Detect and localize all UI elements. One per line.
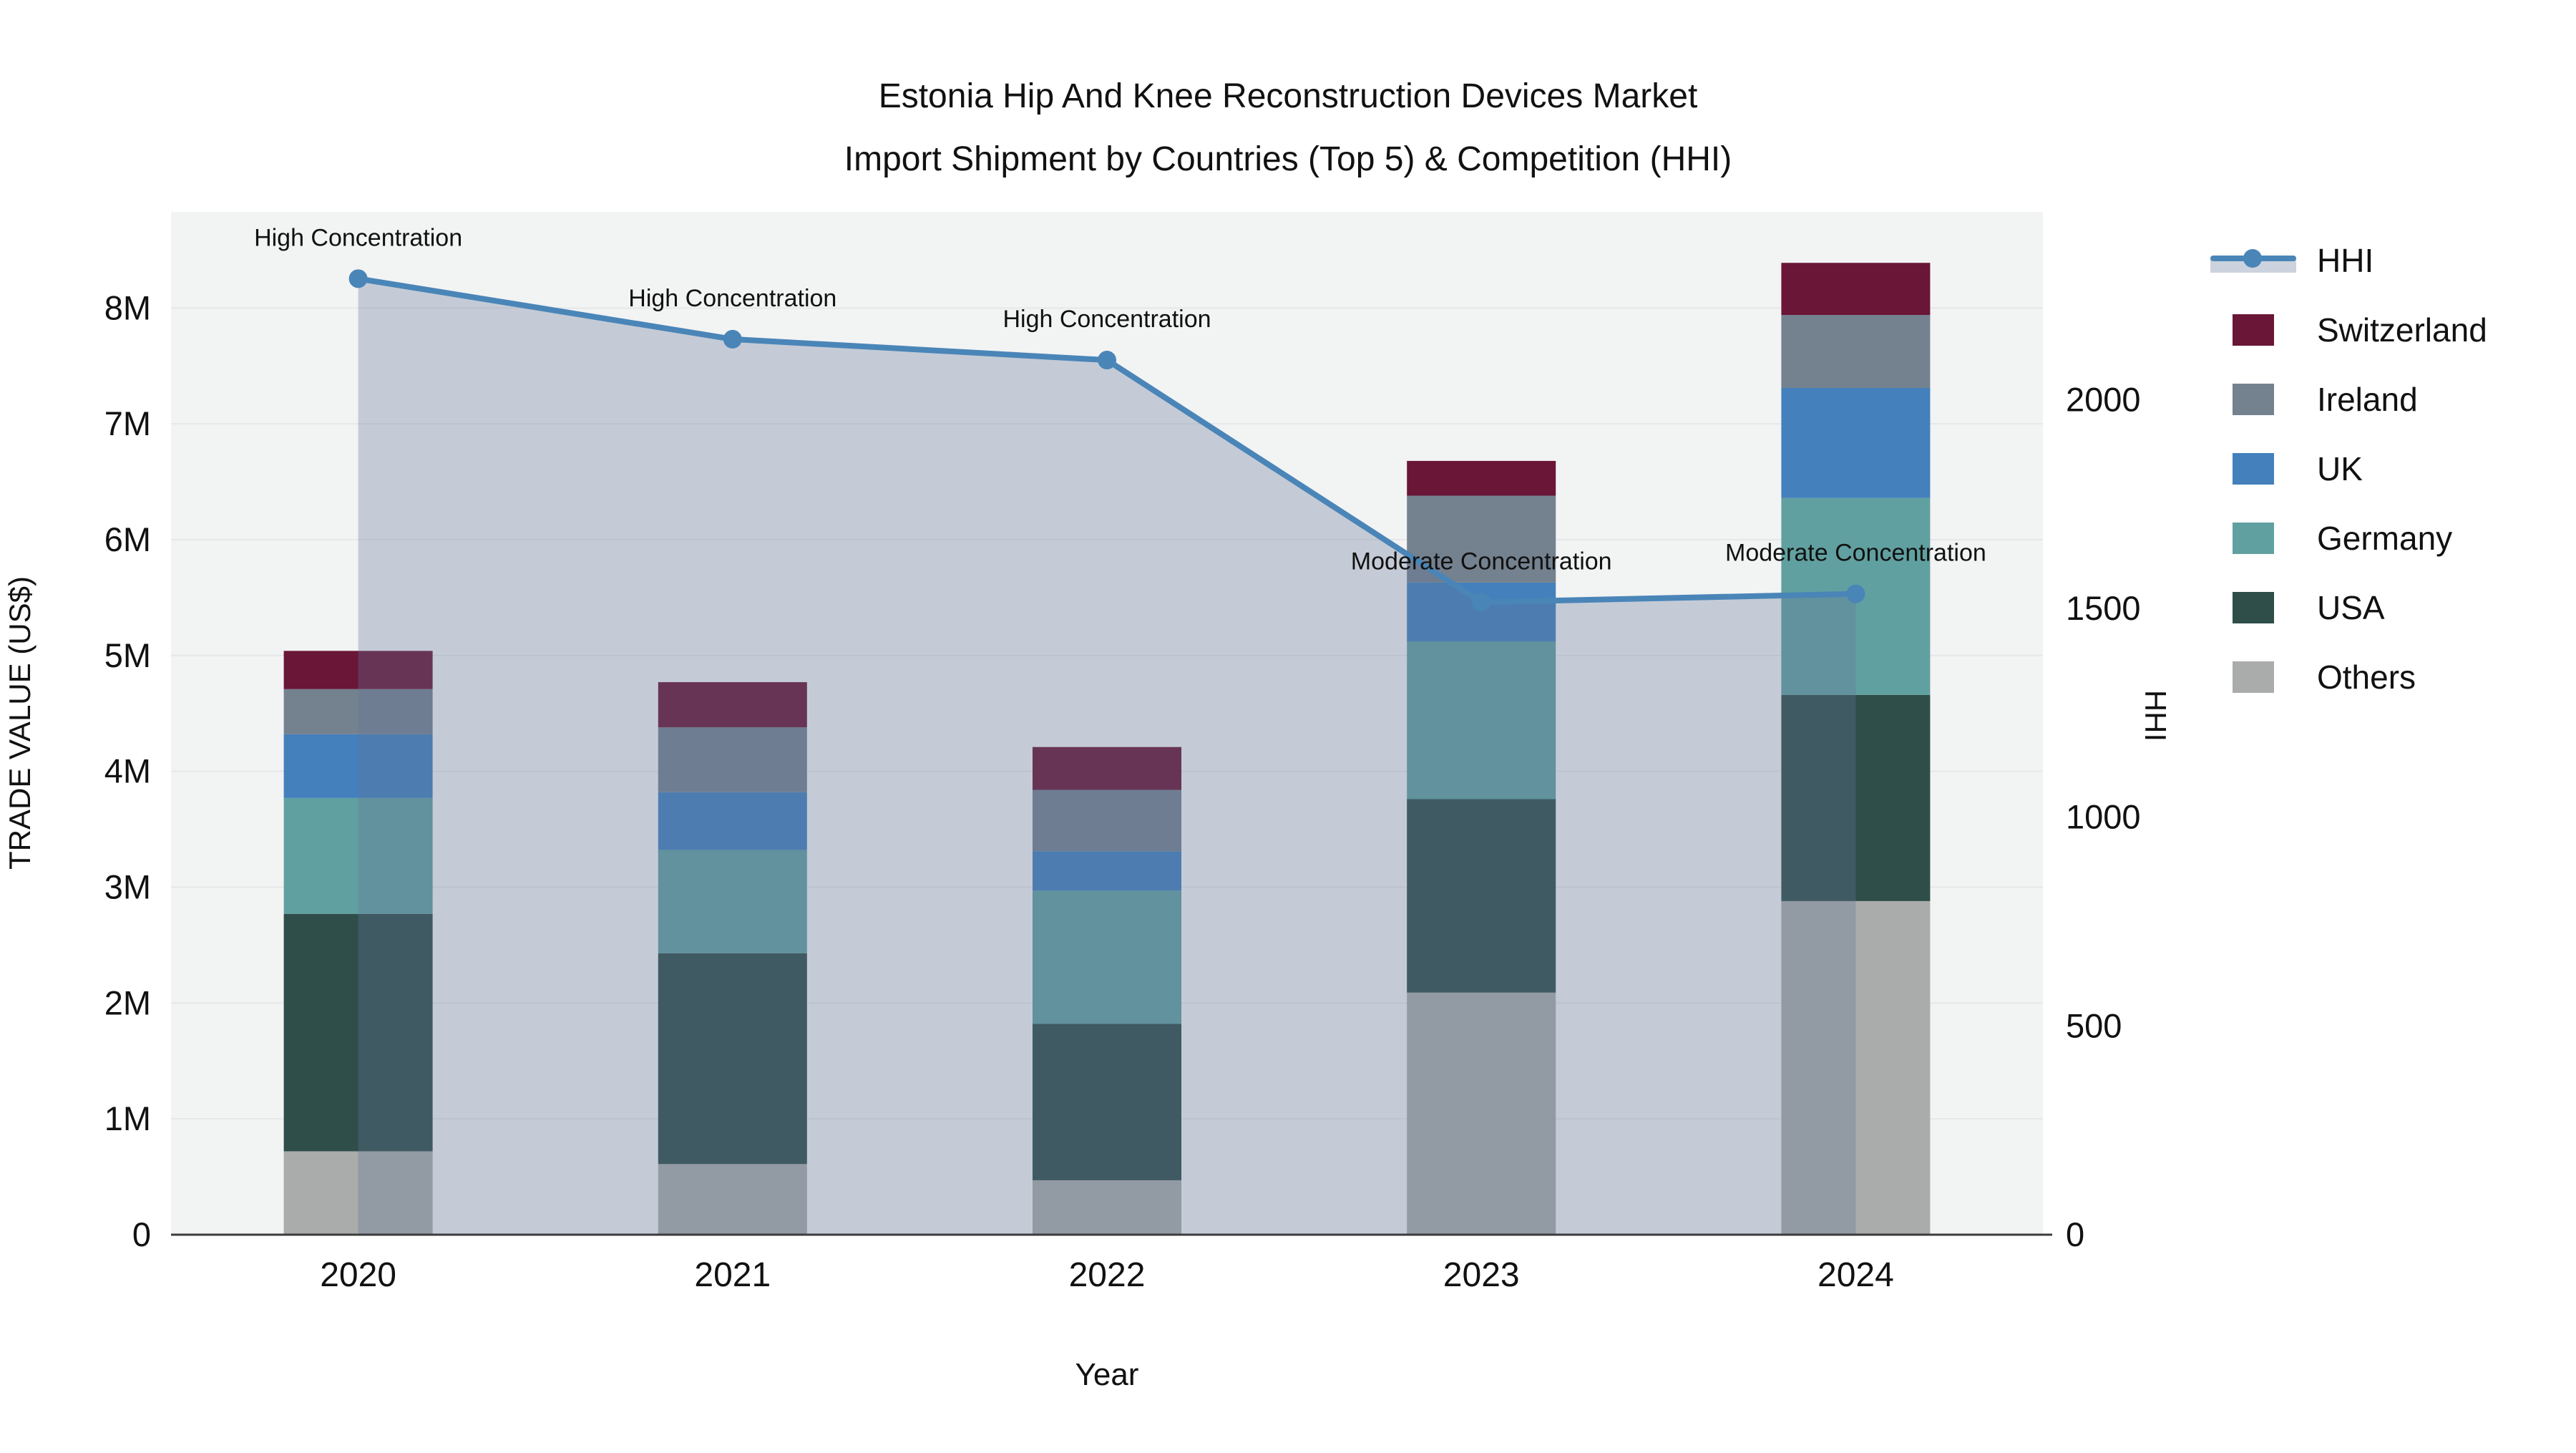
hhi-marker-2023 [1472, 593, 1491, 612]
bar-segment-2021-usa [658, 953, 807, 1165]
hhi-marker-2020 [348, 269, 368, 288]
bar-segment-2022-germany [1033, 890, 1181, 1024]
legend-item-uk: UK [2207, 434, 2487, 503]
bar-segment-2021-uk [658, 792, 807, 850]
hhi-marker-2022 [1098, 351, 1116, 370]
legend-item-germany: Germany [2207, 503, 2487, 573]
legend-swatch-icon [2207, 522, 2300, 554]
bar-segment-2024-ireland [1781, 315, 1931, 388]
bar-segment-2021-switzerland [658, 682, 807, 728]
annotation-2021: High Concentration [628, 285, 836, 312]
legend-item-hhi: HHI [2207, 225, 2487, 295]
y-right-axis-title: HHI [2139, 690, 2172, 742]
annotation-2022: High Concentration [1002, 306, 1211, 333]
y-left-axis-title: TRADE VALUE (US$) [3, 576, 36, 870]
hhi-line-swatch-icon [2207, 248, 2300, 273]
legend-swatch-icon [2207, 661, 2300, 693]
y-left-tick-1M: 1M [104, 1099, 151, 1137]
hhi-line-series [348, 269, 1865, 612]
bar-segment-2020-switzerland [283, 651, 433, 689]
hhi-marker-2024 [1846, 584, 1865, 603]
bar-segment-2023-usa [1407, 799, 1556, 993]
chart-title-line2: Import Shipment by Countries (Top 5) & C… [844, 140, 1732, 178]
legend-label: USA [2317, 588, 2385, 626]
y-right-tick-1000: 1000 [2066, 798, 2141, 836]
legend-swatch-icon [2207, 314, 2300, 346]
y-left-tick-3M: 3M [104, 868, 151, 905]
bar-segment-2020-ireland [283, 689, 433, 734]
bar-segment-2022-ireland [1033, 789, 1181, 852]
bar-segment-2023-germany [1407, 641, 1556, 800]
legend-item-usa: USA [2207, 573, 2487, 642]
y-left-tick-5M: 5M [104, 636, 151, 674]
concentration-annotations: High Concentration High Concentration High… [254, 224, 1986, 575]
bar-segment-2024-switzerland [1781, 263, 1931, 316]
bar-segment-2024-uk [1781, 387, 1931, 498]
legend-swatch-icon [2207, 383, 2300, 415]
bar-segment-2024-usa [1781, 694, 1931, 901]
bar-segment-2020-germany [283, 797, 433, 914]
legend: HHI Switzerland Ireland UK Germany USA Others [2207, 225, 2487, 711]
bar-segment-2022-uk [1033, 851, 1181, 891]
bar-segment-2023-switzerland [1407, 460, 1556, 496]
annotation-2023: Moderate Concentration [1351, 548, 1612, 575]
x-tick-2021: 2021 [694, 1256, 771, 1294]
x-tick-2024: 2024 [1818, 1256, 1894, 1294]
legend-item-switzerland: Switzerland [2207, 295, 2487, 364]
y-right-tick-500: 500 [2066, 1006, 2122, 1044]
bar-segment-2020-usa [283, 913, 433, 1152]
annotation-2024: Moderate Concentration [1725, 540, 1986, 567]
legend-label: HHI [2317, 241, 2374, 279]
y-left-tick-2M: 2M [104, 983, 151, 1021]
stacked-bars [283, 263, 1931, 1235]
hhi-area-polygon [358, 278, 1856, 1235]
hhi-area-fill [358, 278, 1856, 1235]
x-tick-labels: 2020 2021 2022 2023 2024 [320, 1256, 1894, 1294]
y-left-tick-8M: 8M [104, 288, 151, 326]
y-right-tick-labels: 0 500 1000 1500 2000 [2066, 380, 2141, 1253]
y-left-tick-7M: 7M [104, 404, 151, 442]
y-right-tick-2000: 2000 [2066, 380, 2141, 418]
legend-label: UK [2317, 449, 2363, 487]
bar-segment-2020-uk [283, 734, 433, 798]
bar-segment-2021-others [658, 1164, 807, 1235]
legend-label: Ireland [2317, 380, 2418, 418]
bar-segment-2023-uk [1407, 582, 1556, 642]
y-left-tick-labels: 0 1M 2M 3M 4M 5M 6M 7M 8M [104, 288, 151, 1253]
legend-label: Germany [2317, 519, 2453, 557]
legend-label: Switzerland [2317, 311, 2487, 349]
legend-swatch-icon [2207, 591, 2300, 623]
annotation-2020: High Concentration [254, 224, 462, 251]
chart-title-line1: Estonia Hip And Knee Reconstruction Devi… [879, 77, 1698, 115]
x-tick-2020: 2020 [320, 1256, 396, 1294]
bar-segment-2020-others [283, 1151, 433, 1235]
legend-item-others: Others [2207, 642, 2487, 711]
x-tick-2022: 2022 [1069, 1256, 1146, 1294]
y-left-tick-6M: 6M [104, 520, 151, 558]
y-right-tick-1500: 1500 [2066, 589, 2141, 627]
bar-segment-2021-germany [658, 850, 807, 953]
legend-item-ireland: Ireland [2207, 364, 2487, 434]
hhi-marker-2021 [723, 329, 742, 349]
x-tick-2023: 2023 [1443, 1256, 1520, 1294]
bar-segment-2022-switzerland [1033, 747, 1181, 790]
bar-segment-2023-others [1407, 992, 1556, 1235]
y-right-tick-0: 0 [2066, 1215, 2084, 1253]
bar-segment-2022-usa [1033, 1024, 1181, 1180]
legend-label: Others [2317, 658, 2416, 696]
y-left-tick-4M: 4M [104, 752, 151, 790]
x-axis-title: Year [1075, 1357, 1139, 1392]
bar-segment-2021-ireland [658, 727, 807, 792]
legend-swatch-icon [2207, 452, 2300, 485]
bar-segment-2022-others [1033, 1180, 1181, 1235]
bar-segment-2024-others [1781, 900, 1931, 1235]
y-left-tick-0: 0 [132, 1215, 151, 1253]
